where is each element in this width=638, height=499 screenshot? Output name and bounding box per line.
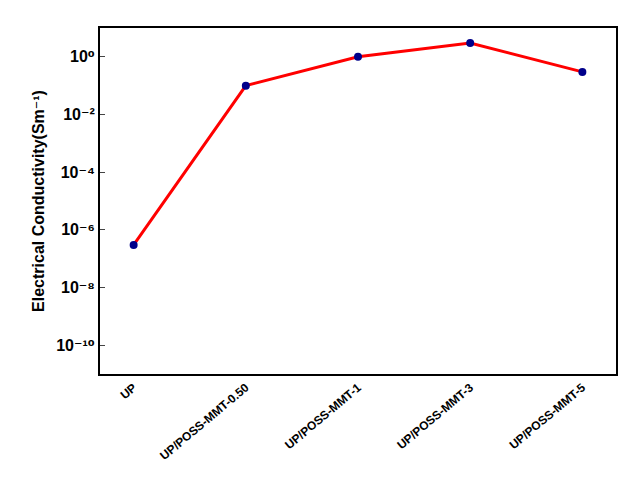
svg-text:10⁻⁶: 10⁻⁶ <box>61 221 95 238</box>
svg-text:UP: UP <box>118 381 140 402</box>
svg-text:10⁻⁴: 10⁻⁴ <box>61 164 95 181</box>
svg-text:10⁻²: 10⁻² <box>63 106 95 123</box>
svg-text:UP/POSS-MMT-0.50: UP/POSS-MMT-0.50 <box>157 380 252 463</box>
svg-text:10⁰: 10⁰ <box>70 48 95 65</box>
svg-text:UP/POSS-MMT-3: UP/POSS-MMT-3 <box>394 380 476 452</box>
svg-text:UP/POSS-MMT-5: UP/POSS-MMT-5 <box>507 380 589 452</box>
svg-text:10⁻⁸: 10⁻⁸ <box>61 279 95 296</box>
svg-text:Electrical Conductivity(Sm⁻¹): Electrical Conductivity(Sm⁻¹) <box>30 90 47 312</box>
svg-text:10⁻¹⁰: 10⁻¹⁰ <box>56 337 95 354</box>
svg-text:UP/POSS-MMT-1: UP/POSS-MMT-1 <box>282 380 364 452</box>
